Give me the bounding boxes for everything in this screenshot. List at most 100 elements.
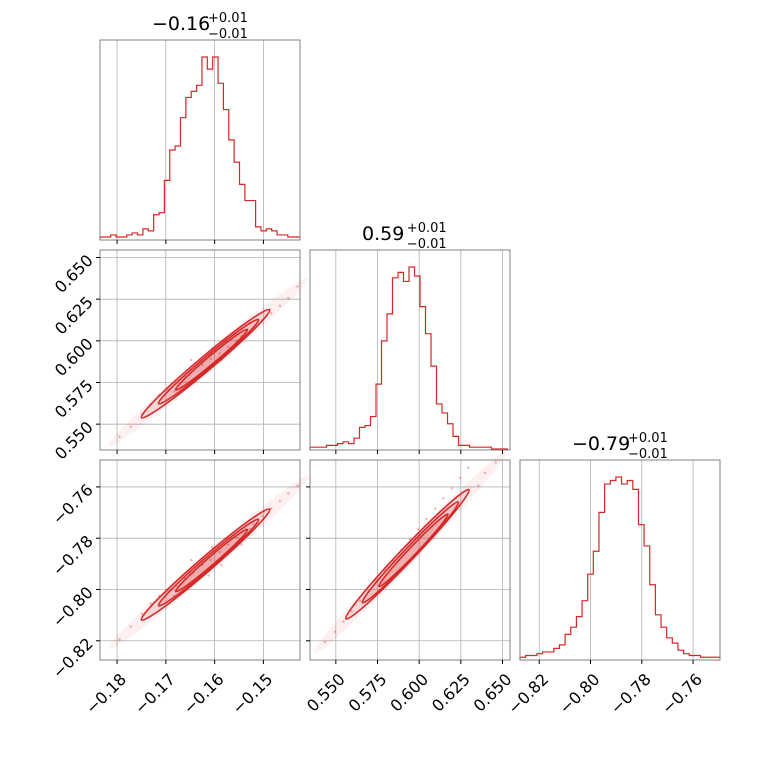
y-tick-label: 0.650 [51, 251, 97, 297]
scatter-point [190, 558, 193, 562]
histogram-bin [332, 445, 338, 450]
histogram-bin [282, 235, 287, 240]
histogram-bin [464, 445, 470, 450]
scatter-point [235, 339, 238, 342]
scatter-point [240, 543, 243, 546]
scatter-point [417, 528, 420, 531]
scatter-point [227, 543, 230, 546]
histogram-panel-2: −0.79+0.01−0.01 −0.82 −0.80 −0.78 −0.76 [504, 431, 721, 718]
y-tick-label: −0.82 [49, 634, 97, 682]
histogram-bin [338, 444, 344, 450]
scatter-point [190, 358, 193, 362]
histogram-bin [164, 180, 169, 240]
scatter-point [149, 602, 152, 605]
scatter-point [270, 312, 273, 315]
panel-title: 0.59 [362, 223, 404, 245]
scatter-panel-lower-2-0: −0.18 −0.17 −0.16 −0.15 −0.82−0.80−0.78−0.76 [49, 459, 309, 718]
scatter-point [235, 535, 238, 539]
scatter-point [210, 347, 214, 350]
histogram-bin [127, 235, 132, 240]
scatter-point [296, 285, 299, 288]
histogram-bin [582, 601, 588, 660]
scatter-point [400, 548, 403, 551]
scatter-point [129, 625, 132, 628]
x-tick-label: −0.16 [180, 670, 228, 718]
scatter-point [140, 412, 144, 416]
scatter-point [209, 357, 212, 361]
histogram-bin [327, 445, 333, 450]
scatter-point [240, 335, 243, 338]
histogram-bin [426, 334, 432, 450]
histogram-bin [576, 617, 582, 660]
histogram-bin [409, 267, 415, 450]
scatter-point [433, 507, 437, 510]
contour-level-1 [157, 518, 260, 607]
axes-frame [99, 39, 301, 241]
axes-frame [99, 459, 301, 661]
histogram-panel-1: 0.59 +0.01−0.01 [309, 221, 511, 454]
histogram-bin [245, 201, 250, 240]
scatter-point [392, 558, 395, 562]
histogram-bin [459, 445, 465, 450]
x-tick-label: −0.80 [555, 670, 603, 718]
scatter-point [183, 375, 187, 378]
histogram-bin [250, 201, 255, 240]
histogram-bin [202, 57, 207, 240]
y-tick-label: 0.600 [51, 334, 97, 380]
scatter-point [252, 522, 255, 526]
histogram-bin [138, 235, 143, 240]
histogram-bin [223, 110, 228, 240]
panel-title: −0.79 [572, 433, 630, 455]
histogram-bin [453, 436, 459, 450]
histogram-bin [431, 366, 437, 450]
histogram-bin [627, 481, 633, 660]
scatter-point [207, 365, 210, 368]
panel-title-upper-error: +0.01 [208, 11, 248, 26]
y-tick-label: −0.80 [49, 583, 97, 631]
scatter-point [201, 563, 204, 567]
histogram-bin [655, 615, 661, 660]
scatter-point [166, 589, 170, 592]
histogram-bin [650, 585, 656, 660]
scatter-point [157, 594, 161, 598]
scatter-point [244, 332, 247, 335]
histogram-bin [111, 235, 116, 240]
scatter-point [358, 599, 362, 603]
histogram-bin [638, 525, 644, 660]
histogram-bin [616, 477, 622, 660]
scatter-point [207, 574, 210, 577]
panel-title-lower-error: −0.01 [208, 27, 248, 42]
histogram-bin [371, 417, 377, 450]
scatter-point [172, 594, 176, 598]
histogram-bin [689, 655, 695, 660]
histogram-bin [349, 444, 355, 450]
scatter-point [227, 345, 230, 348]
histogram-bin [272, 231, 277, 240]
panel-title-upper-error: +0.01 [407, 221, 447, 236]
contour-level-2 [174, 328, 249, 391]
histogram-bin [684, 654, 690, 660]
histogram-bin [186, 97, 191, 240]
scatter-point [467, 466, 470, 469]
scatter-point [225, 538, 229, 541]
histogram-bin [277, 235, 282, 240]
y-tick-label: 0.575 [51, 376, 97, 422]
contour-level-0 [140, 308, 271, 419]
y-tick-label: 0.550 [51, 418, 97, 464]
scatter-point [175, 382, 178, 385]
histogram-bin [175, 146, 180, 240]
histogram-bin [213, 57, 218, 240]
scatter-point [129, 425, 132, 428]
scatter-point [172, 390, 176, 393]
histogram-bin [365, 426, 371, 450]
histogram-bin [266, 229, 271, 240]
histogram-bin [159, 213, 164, 240]
scatter-point [270, 507, 273, 510]
scatter-point [287, 492, 290, 495]
scatter-point [166, 388, 170, 392]
histogram-bin [571, 627, 577, 660]
histogram-bin [610, 481, 616, 660]
histogram-bin [256, 227, 261, 240]
